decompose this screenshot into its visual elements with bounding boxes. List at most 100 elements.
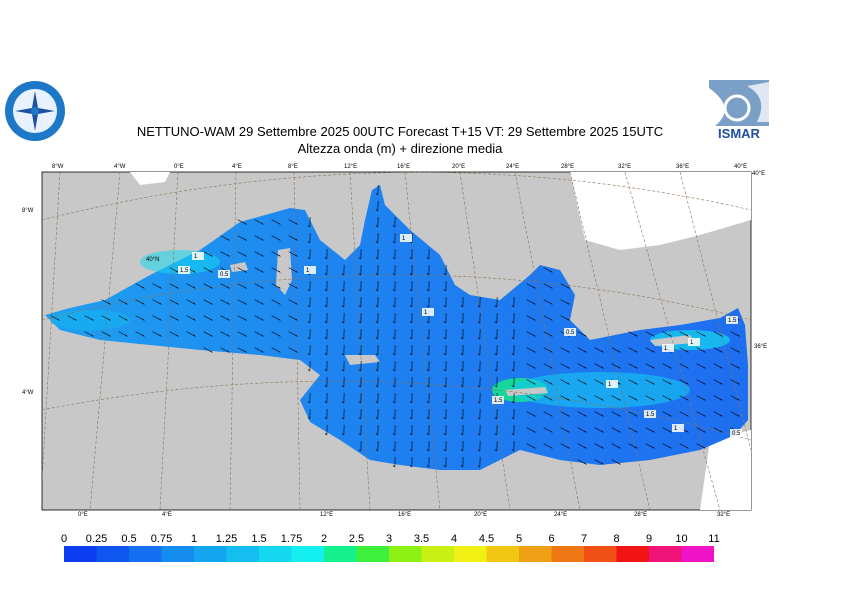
arrow-head xyxy=(159,286,162,289)
arrow-head xyxy=(460,305,464,308)
arrow-head xyxy=(358,385,362,388)
arrow-head xyxy=(601,430,604,433)
arrow-head xyxy=(494,433,498,436)
arrow-head xyxy=(375,225,379,228)
arrow-head xyxy=(341,337,345,340)
lon-label-bottom: 4°E xyxy=(162,512,172,518)
arrow-head xyxy=(618,366,621,369)
lon-label-top: 4°E xyxy=(232,164,242,170)
arrow-head xyxy=(737,350,740,353)
arrow-head xyxy=(477,369,481,372)
arrow-head xyxy=(193,286,196,289)
arrow-head xyxy=(392,353,396,356)
arrow-head xyxy=(358,433,362,436)
arrow-head xyxy=(375,401,379,404)
arrow-head xyxy=(307,241,311,244)
colorbar-swatch xyxy=(551,546,584,562)
arrow-head xyxy=(443,353,447,356)
contour-label: 0.5 xyxy=(566,330,575,336)
colorbar-label: 0.75 xyxy=(151,533,172,545)
contour-label: 1 xyxy=(402,236,406,242)
arrow-head xyxy=(409,337,413,340)
arrow-head xyxy=(584,414,587,417)
arrow-head xyxy=(477,417,481,420)
arrow-head xyxy=(601,446,604,449)
arrow-head xyxy=(307,225,311,228)
arrow-head xyxy=(210,302,213,305)
arrow-head xyxy=(426,257,430,260)
arrow-head xyxy=(341,369,345,372)
arrow-head xyxy=(392,241,396,244)
arrow-head xyxy=(494,417,498,420)
arrow-head xyxy=(443,449,447,452)
arrow-head xyxy=(460,449,464,452)
arrow-head xyxy=(375,289,379,292)
arrow-head xyxy=(227,334,230,337)
arrow-head xyxy=(409,433,413,436)
lon-label-top: 32°E xyxy=(618,164,631,170)
arrow-head xyxy=(341,273,345,276)
arrow-head xyxy=(703,430,706,433)
arrow-head xyxy=(324,321,328,324)
arrow-head xyxy=(618,350,621,353)
arrow-head xyxy=(409,385,413,388)
arrow-head xyxy=(227,254,230,257)
arrow-head xyxy=(261,238,264,241)
colorbar-label: 0.25 xyxy=(86,533,107,545)
arrow-head xyxy=(307,417,311,420)
arrow-head xyxy=(324,305,328,308)
arrow-head xyxy=(550,302,553,305)
arrow-head xyxy=(392,321,396,324)
arrow-head xyxy=(584,462,587,465)
arrow-head xyxy=(426,305,430,308)
arrow-head xyxy=(307,289,311,292)
arrow-head xyxy=(703,366,706,369)
arrow-head xyxy=(261,302,264,305)
arrow-head xyxy=(210,286,213,289)
arrow-head xyxy=(426,289,430,292)
arrow-head xyxy=(392,401,396,404)
arrow-head xyxy=(460,417,464,420)
arrow-head xyxy=(375,353,379,356)
arrow-head xyxy=(409,369,413,372)
arrow-head xyxy=(278,238,281,241)
arrow-head xyxy=(159,318,162,321)
arrow-head xyxy=(210,350,213,353)
chart-subtitle: Altezza onda (m) + direzione media xyxy=(297,141,503,156)
arrow-head xyxy=(278,334,281,337)
arrow-head xyxy=(392,257,396,260)
colorbar-swatch xyxy=(519,546,552,562)
arrow-head xyxy=(584,430,587,433)
arrow-head xyxy=(584,334,587,337)
arrow-head xyxy=(244,334,247,337)
arrow-head xyxy=(550,318,553,321)
colorbar-label: 4 xyxy=(451,533,457,545)
arrow-head xyxy=(227,318,230,321)
arrow-head xyxy=(409,289,413,292)
lon-label-top: 0°E xyxy=(174,164,184,170)
colorbar-swatch xyxy=(64,546,97,562)
arrow-head xyxy=(295,318,298,321)
lon-label-top: 24°E xyxy=(506,164,519,170)
contour-label: 0.5 xyxy=(220,272,229,278)
lon-label-bottom: 16°E xyxy=(398,512,411,518)
arrow-head xyxy=(341,321,345,324)
colorbar-swatch xyxy=(226,546,259,562)
arrow-head xyxy=(278,222,281,225)
arrow-head xyxy=(176,334,179,337)
arrow-head xyxy=(737,398,740,401)
colorbar-swatch xyxy=(389,546,422,562)
arrow-head xyxy=(295,334,298,337)
arrow-head xyxy=(550,366,553,369)
arrow-head xyxy=(426,385,430,388)
lon-label-top: 8°W xyxy=(52,164,64,170)
arrow-head xyxy=(244,238,247,241)
arrow-head xyxy=(392,433,396,436)
arrow-head xyxy=(409,465,413,468)
arrow-head xyxy=(358,449,362,452)
arrow-head xyxy=(176,286,179,289)
arrow-head xyxy=(567,302,570,305)
arrow-head xyxy=(409,257,413,260)
arrow-head xyxy=(511,449,515,452)
arrow-head xyxy=(295,238,298,241)
